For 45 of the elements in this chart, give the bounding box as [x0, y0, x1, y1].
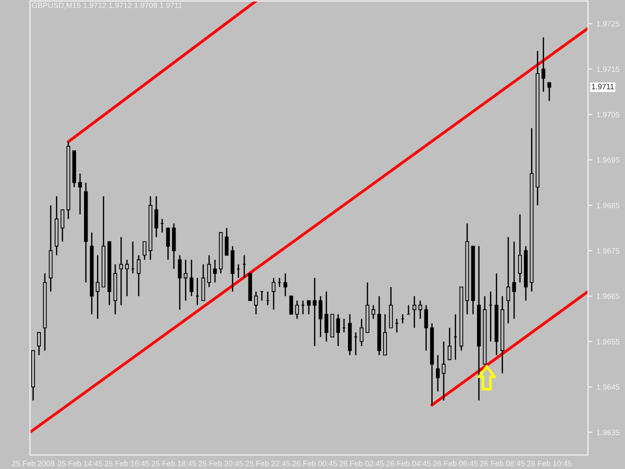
candlestick — [213, 259, 217, 284]
candlestick — [306, 300, 311, 315]
candlestick — [96, 254, 100, 320]
candlestick — [154, 196, 158, 238]
candlestick — [190, 259, 194, 297]
candlestick — [78, 172, 82, 216]
candlestick — [436, 354, 440, 392]
candlestick — [336, 314, 340, 347]
candlestick — [318, 295, 322, 338]
candlestick — [136, 254, 141, 297]
candlestick — [119, 236, 123, 306]
candlestick — [295, 300, 299, 320]
candlestick — [60, 209, 64, 242]
candlestick — [542, 36, 546, 92]
candlestick — [506, 236, 510, 324]
candlestick — [125, 259, 129, 297]
candlestick — [272, 277, 276, 310]
candlestick — [224, 227, 229, 256]
candlestick — [418, 300, 422, 320]
candlestick — [172, 222, 176, 270]
candlestick — [360, 318, 364, 347]
candlestick — [178, 254, 182, 310]
candlestick — [442, 340, 446, 402]
candlestick — [37, 332, 41, 356]
candlestick — [166, 227, 170, 260]
candlestick — [383, 314, 387, 356]
candlestick — [547, 82, 552, 102]
candlestick — [254, 290, 258, 315]
candlestick — [230, 246, 234, 292]
candlestick — [512, 240, 516, 320]
candlestick — [184, 259, 188, 302]
candlestick — [424, 304, 428, 352]
candlestick — [518, 214, 522, 284]
candlestick — [330, 314, 334, 338]
candlestick — [389, 286, 393, 329]
candlestick — [412, 295, 416, 329]
candlestick — [207, 254, 211, 288]
candlestick — [312, 277, 317, 347]
candlestick — [324, 290, 328, 342]
candlestick — [371, 304, 376, 320]
candlestick — [283, 272, 288, 297]
candlestick — [289, 296, 294, 315]
candlestick — [142, 240, 146, 260]
candlestick — [201, 264, 206, 302]
candlestick — [448, 327, 452, 360]
